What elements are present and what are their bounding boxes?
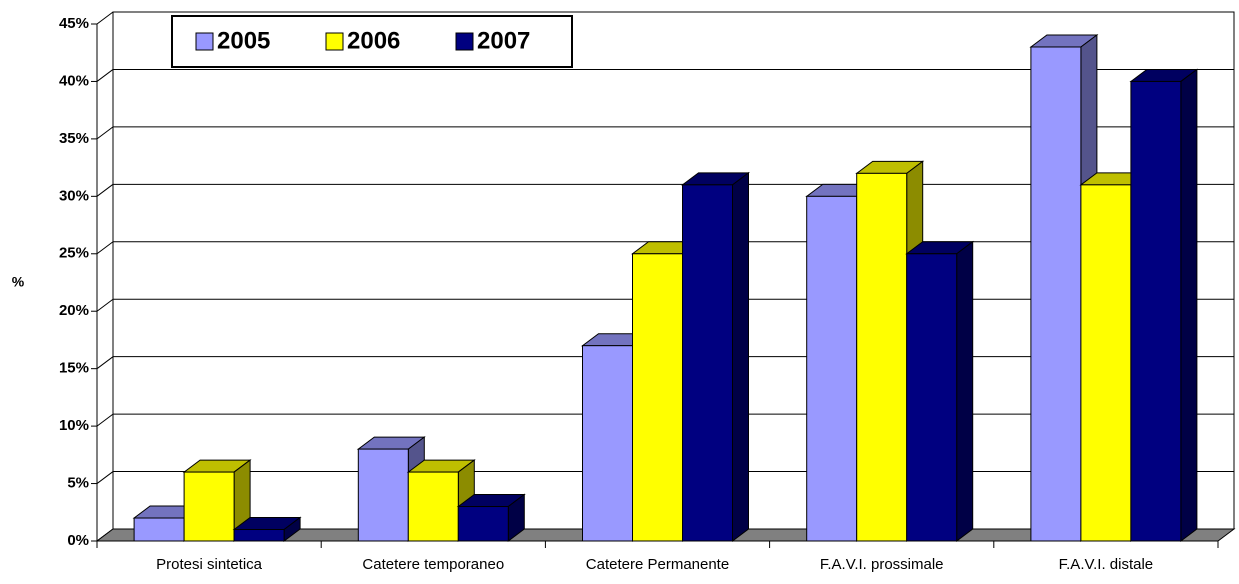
- bar: [1030, 46, 1082, 542]
- y-axis-label: %: [12, 274, 25, 290]
- bar: [183, 471, 235, 542]
- x-tick-label: Catetere temporaneo: [362, 556, 504, 573]
- bar: [1130, 80, 1182, 542]
- bar-side: [1180, 68, 1198, 542]
- grid-side: [96, 11, 114, 25]
- bar: [457, 506, 509, 542]
- x-tick-label: F.A.V.I. distale: [1059, 556, 1154, 573]
- legend-swatch: [325, 32, 344, 51]
- legend-label: 2007: [477, 27, 530, 54]
- y-tick-label: 30%: [59, 187, 89, 204]
- grid-side: [96, 126, 114, 140]
- grid-side: [96, 298, 114, 312]
- y-tick-label: 35%: [59, 130, 89, 147]
- grid-side: [96, 183, 114, 197]
- grid-side: [96, 69, 114, 82]
- bar: [357, 448, 409, 542]
- y-tick-label: 5%: [67, 475, 89, 492]
- y-tick-label: 25%: [59, 245, 89, 262]
- legend-swatch: [195, 32, 214, 51]
- y-tick-label: 20%: [59, 302, 89, 319]
- grid-side: [96, 413, 114, 427]
- y-tick-label: 0%: [67, 532, 89, 549]
- bar-side: [732, 171, 749, 542]
- grid-side: [96, 241, 114, 255]
- legend-box: [171, 15, 573, 68]
- legend-swatch: [455, 32, 474, 51]
- bar: [233, 529, 285, 542]
- bar: [682, 184, 733, 542]
- x-tick-label: Catetere Permanente: [586, 556, 729, 573]
- bar: [407, 471, 459, 542]
- bar: [856, 172, 908, 542]
- bar: [632, 253, 683, 542]
- grid-side: [96, 356, 114, 370]
- legend-label: 2006: [347, 27, 400, 54]
- y-tick-label: 45%: [59, 15, 89, 32]
- legend-label: 2005: [217, 27, 270, 54]
- bar-side: [956, 240, 974, 542]
- bar: [906, 253, 958, 542]
- bar: [133, 517, 185, 542]
- x-tick-label: F.A.V.I. prossimale: [820, 556, 944, 573]
- x-tick-label: Protesi sintetica: [156, 556, 263, 573]
- bar: [806, 195, 858, 542]
- bar: [582, 345, 633, 542]
- y-tick-label: 10%: [59, 417, 89, 434]
- bar: [1080, 184, 1132, 542]
- grid-side: [96, 471, 114, 484]
- y-tick-label: 15%: [59, 360, 89, 377]
- y-tick-label: 40%: [59, 72, 89, 89]
